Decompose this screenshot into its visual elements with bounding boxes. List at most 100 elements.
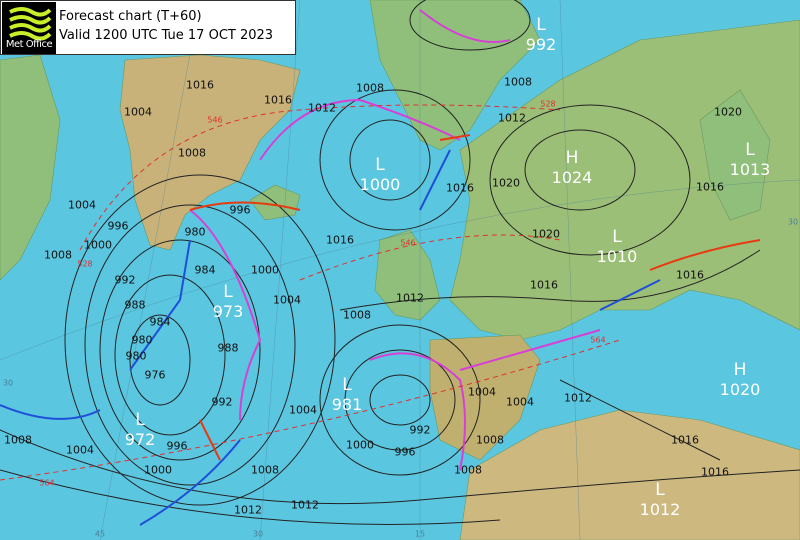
pressure-value: 973: [212, 302, 244, 321]
grid-label: 45: [94, 529, 106, 539]
uk-ireland: [374, 229, 441, 321]
pressure-value: 1020: [719, 380, 761, 399]
isobar-label: 996: [166, 439, 188, 453]
isobar-label: 1004: [273, 293, 301, 307]
isobar-label: 1004: [289, 403, 317, 417]
isobar-label: 1012: [564, 391, 592, 405]
pressure-value: 972: [124, 430, 156, 449]
isobar-label: 1008: [44, 248, 72, 262]
grid-label: 30: [252, 529, 264, 539]
thickness-label: 546: [400, 238, 416, 248]
isobar-label: 980: [131, 333, 153, 347]
isobar-label: 988: [124, 298, 146, 312]
pressure-centre: H 1024: [552, 148, 593, 188]
isobar-label: 1008: [356, 81, 384, 95]
thickness-label: 564: [39, 478, 55, 488]
isobar-label: 1016: [186, 78, 214, 92]
pressure-value: 1012: [639, 500, 681, 519]
thickness-label: 528: [77, 259, 93, 269]
isobar-label: 1016: [446, 181, 474, 195]
cold-front: [0, 149, 661, 526]
africa: [459, 409, 800, 540]
isobar-label: 992: [409, 423, 431, 437]
pressure-type: L: [536, 15, 546, 35]
isobar-label: 1004: [68, 198, 96, 212]
isobar-label: 1008: [343, 308, 371, 322]
pressure-value: 992: [525, 35, 557, 54]
isobar-label: 1020: [532, 227, 560, 241]
valid-time: Valid 1200 UTC Tue 17 OCT 2023: [59, 28, 274, 43]
isobar-label: 1008: [251, 463, 279, 477]
isobar-label: 1012: [234, 503, 262, 517]
pressure-type: L: [612, 227, 622, 247]
pressure-centre: L 992: [526, 15, 557, 55]
greenland: [119, 54, 301, 251]
isobar-label: 988: [217, 341, 239, 355]
thickness-label: 528: [540, 99, 556, 109]
isobar-label: 1000: [251, 263, 279, 277]
chart-title: Forecast chart (T+60): [59, 9, 202, 24]
pressure-type: L: [375, 155, 385, 175]
isobar-label: 1004: [66, 443, 94, 457]
isobar-label: 1012: [291, 498, 319, 512]
chart-header: Met Office Forecast chart (T+60) Valid 1…: [0, 0, 296, 55]
isobar-label: 1016: [264, 93, 292, 107]
isobar-label: 1016: [326, 233, 354, 247]
pressure-value: 1000: [359, 175, 401, 194]
pressure-centre: L 981: [332, 375, 363, 415]
isobar-label: 1004: [124, 105, 152, 119]
pressure-type: L: [342, 375, 352, 395]
fronts: [0, 9, 761, 526]
pressure-centre: L 1000: [360, 155, 401, 195]
isobars: [0, 0, 800, 525]
pressure-type: L: [223, 282, 233, 302]
isobar-label: 980: [125, 349, 147, 363]
canada: [0, 54, 61, 281]
pressure-value: 1013: [729, 160, 771, 179]
isobar-label: 992: [114, 273, 136, 287]
isobar-label: 1000: [84, 238, 112, 252]
pressure-value: 981: [331, 395, 363, 414]
isobar-label: 1008: [454, 463, 482, 477]
isobar-label: 980: [184, 225, 206, 239]
isobar-label: 1016: [696, 180, 724, 194]
isobar-label: 1004: [506, 395, 534, 409]
pressure-type: H: [565, 148, 579, 168]
logo-waves-icon: [9, 7, 52, 41]
isobar-label: 1016: [671, 433, 699, 447]
pressure-value: 1010: [596, 247, 638, 266]
pressure-centre: L 973: [213, 282, 244, 322]
pressure-centre: L 1012: [640, 480, 681, 520]
thickness-label: 564: [590, 335, 606, 345]
grid-label: 30: [787, 217, 799, 227]
grid-label: 30: [2, 378, 14, 388]
pressure-centre: L 1013: [730, 140, 771, 180]
thickness-lines: [0, 104, 621, 481]
isobar-label: 1008: [178, 146, 206, 160]
isobar-label: 984: [194, 263, 216, 277]
thickness-label: 546: [207, 115, 223, 125]
pressure-value: 1024: [551, 168, 593, 187]
japan-east: [699, 89, 771, 221]
isobar-label: 1020: [714, 105, 742, 119]
isobar-label: 1008: [476, 433, 504, 447]
isobar-label: 1012: [498, 111, 526, 125]
isobar-label: 1012: [396, 291, 424, 305]
isobar-label: 1020: [492, 176, 520, 190]
europe: [449, 19, 800, 341]
isobar-label: 1012: [308, 101, 336, 115]
isobar-label: 1000: [346, 438, 374, 452]
pressure-type: H: [733, 360, 747, 380]
isobar-label: 976: [144, 368, 166, 382]
isobar-label: 996: [229, 203, 251, 217]
warm-front: [189, 134, 761, 461]
isobar-label: 992: [211, 395, 233, 409]
isobar-label: 1016: [701, 465, 729, 479]
pressure-centre: L 1010: [597, 227, 638, 267]
pressure-type: L: [135, 410, 145, 430]
isobar-label: 996: [107, 219, 129, 233]
isobar-label: 1016: [530, 278, 558, 292]
met-office-logo: Met Office: [2, 2, 56, 54]
pressure-type: L: [745, 140, 755, 160]
